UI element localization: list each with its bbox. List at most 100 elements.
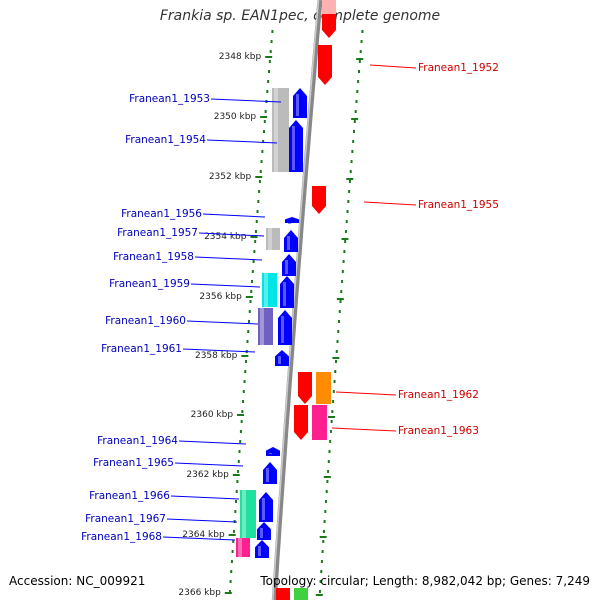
tick-dot [321, 550, 324, 553]
tick-dot [255, 220, 258, 223]
tick-dot [349, 170, 352, 173]
tick-dot [344, 240, 347, 243]
tick-dot [258, 180, 261, 183]
gene-label-leader [202, 213, 266, 218]
gene-arrow-shine [278, 356, 281, 364]
tick-dot [237, 470, 240, 473]
tick-dot [328, 450, 331, 453]
gene-label-leader [166, 518, 238, 523]
forward-gene-arrow [293, 88, 307, 118]
cog-category-block [316, 372, 331, 404]
tick-dot [360, 40, 363, 43]
tick-dot [336, 340, 339, 343]
gene-label-left: Franean1_1953 [129, 93, 210, 105]
tick-dot [249, 300, 252, 303]
tick-dot [267, 70, 270, 73]
forward-gene-arrow [259, 492, 273, 522]
tick-label: 2354 kbp [204, 232, 247, 242]
tick-dot [253, 250, 256, 253]
cog-block-shine [260, 308, 264, 345]
gene-arrow-shine [287, 236, 290, 250]
tick-dot [245, 360, 248, 363]
tick-dot [340, 290, 343, 293]
gene-label-left: Franean1_1959 [109, 278, 190, 290]
forward-gene-arrow [285, 217, 299, 223]
gene-label-leader [335, 391, 397, 396]
tick-dot [251, 280, 254, 283]
tick-dot [231, 550, 234, 553]
major-tick-right [328, 416, 336, 418]
tick-dot [358, 60, 361, 63]
tick-dot [355, 100, 358, 103]
reverse-gene-arrow [294, 405, 308, 440]
tick-dot [361, 30, 364, 33]
cog-category-block [272, 88, 289, 172]
tick-dot [235, 490, 238, 493]
forward-gene-arrow [282, 254, 296, 276]
tick-dot [266, 90, 269, 93]
cog-category-block [236, 538, 250, 557]
tick-dot [232, 540, 235, 543]
tick-dot [331, 410, 334, 413]
gene-label-leader [198, 232, 265, 237]
tick-dot [341, 280, 344, 283]
major-tick-left [224, 592, 232, 594]
gene-arrow-shine [281, 316, 284, 343]
gene-label-leader [170, 495, 240, 500]
tick-dot [258, 190, 261, 193]
major-tick-right [336, 298, 344, 300]
tick-dot [230, 570, 233, 573]
gene-label-left: Franean1_1967 [85, 513, 166, 525]
major-tick-right [319, 536, 327, 538]
tick-dot [338, 320, 341, 323]
gene-arrow-shine [285, 260, 288, 274]
tick-dot [248, 320, 251, 323]
tick-dot [324, 510, 327, 513]
cog-block-shine [264, 273, 268, 307]
outer-tick-ring-right [318, 30, 364, 593]
tick-dot [319, 580, 322, 583]
tick-dot [325, 500, 327, 503]
tick-label: 2364 kbp [182, 530, 225, 540]
tick-dot [346, 210, 349, 213]
forward-gene-arrow [289, 120, 303, 172]
tick-dot [241, 410, 244, 413]
tick-dot [347, 200, 350, 203]
gene-label-right: Franean1_1962 [398, 389, 479, 401]
tick-dot [262, 130, 265, 133]
gene-label-leader [174, 462, 244, 467]
major-tick-left [232, 474, 240, 476]
major-tick-left [265, 56, 273, 58]
tick-dot [343, 250, 346, 253]
tick-dot [263, 120, 266, 123]
tick-dot [247, 330, 250, 333]
tick-dot [243, 380, 246, 383]
gene-label-left: Franean1_1966 [89, 490, 170, 502]
tick-dot [246, 340, 249, 343]
major-tick-left [260, 116, 268, 118]
tick-dot [238, 450, 241, 453]
gene-label-leader [186, 320, 259, 325]
tick-dot [323, 520, 326, 523]
tick-dot [256, 210, 259, 213]
gene-label-leader [331, 427, 397, 432]
tick-label: 2350 kbp [214, 112, 257, 122]
cog-category-block [294, 588, 308, 600]
major-tick-left [245, 296, 253, 298]
gene-arrow-shine [288, 223, 291, 224]
tick-dot [318, 590, 321, 593]
cog-block-shine [274, 88, 278, 172]
tick-dot [260, 160, 263, 163]
tick-dot [242, 390, 245, 393]
major-tick-right [351, 118, 359, 120]
tick-dot [335, 350, 338, 353]
reverse-gene-arrow [276, 588, 290, 600]
gene-label-leader [363, 201, 417, 206]
cog-category-block [322, 0, 336, 14]
gene-label-left: Franean1_1964 [97, 435, 178, 447]
forward-gene-arrow [275, 350, 289, 366]
tick-dot [268, 60, 271, 63]
tick-dot [235, 500, 237, 503]
tick-dot [333, 380, 336, 383]
tick-dot [229, 580, 232, 583]
